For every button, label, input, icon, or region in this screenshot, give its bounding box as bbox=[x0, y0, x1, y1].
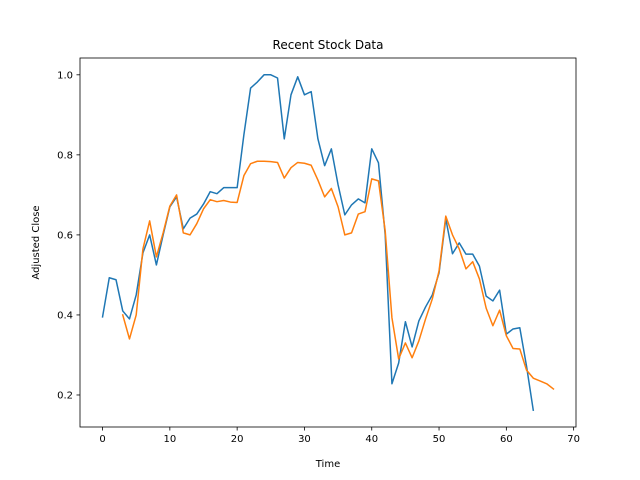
x-tick-label: 40 bbox=[365, 434, 378, 445]
x-tick-label: 30 bbox=[298, 434, 311, 445]
x-axis-label: Time bbox=[315, 459, 340, 470]
y-axis-ticks: 0.2 0.4 0.6 0.8 1.0 bbox=[57, 70, 80, 401]
series-layer bbox=[101, 74, 555, 412]
y-tick-label: 0.6 bbox=[57, 230, 73, 241]
series-line-1 bbox=[101, 74, 535, 412]
plot-area-frame bbox=[79, 57, 577, 428]
x-tick-label: 60 bbox=[500, 434, 513, 445]
y-tick-label: 0.8 bbox=[57, 150, 73, 161]
x-tick-label: 70 bbox=[567, 434, 580, 445]
y-axis-label: Adjusted Close bbox=[31, 205, 42, 279]
x-tick-label: 0 bbox=[99, 434, 105, 445]
y-tick-label: 1.0 bbox=[57, 70, 73, 81]
y-tick-label: 0.4 bbox=[57, 310, 73, 321]
x-axis-ticks: 0 10 20 30 40 50 60 70 bbox=[99, 427, 580, 445]
series-line-2 bbox=[121, 160, 555, 391]
x-tick-label: 20 bbox=[231, 434, 244, 445]
chart-title: Recent Stock Data bbox=[273, 38, 384, 52]
y-tick-label: 0.2 bbox=[57, 390, 73, 401]
x-tick-label: 50 bbox=[433, 434, 446, 445]
x-tick-label: 10 bbox=[163, 434, 176, 445]
